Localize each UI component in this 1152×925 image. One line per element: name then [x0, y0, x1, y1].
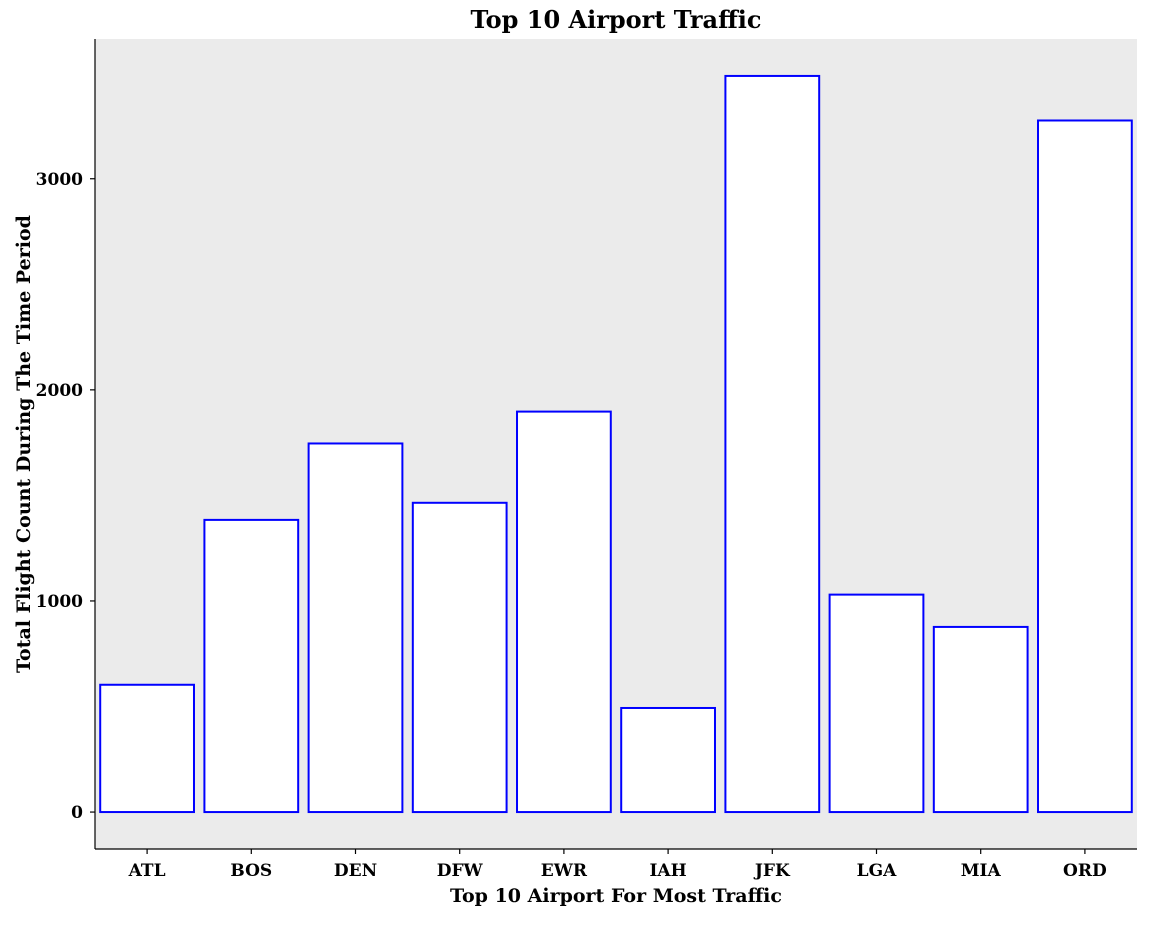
x-ticks-layer: ATL BOS DEN DFW EWR IAH JFK LGA MIA ORD — [128, 849, 1107, 881]
x-tick-label: IAH — [649, 861, 686, 881]
bars-layer — [99, 74, 1133, 814]
x-tick-label: JFK — [753, 861, 791, 881]
bar-ord — [1037, 119, 1133, 814]
chart-title: Top 10 Airport Traffic — [471, 5, 762, 34]
x-tick-label: LGA — [857, 861, 897, 881]
y-tick-label: 0 — [71, 803, 83, 823]
bar-iah — [620, 706, 716, 814]
x-tick-label: BOS — [230, 861, 272, 881]
bar-ewr — [516, 410, 612, 814]
x-tick-label: ORD — [1063, 861, 1107, 881]
bar-dfw — [411, 501, 508, 814]
y-tick-label: 3000 — [36, 170, 83, 190]
x-axis-title: Top 10 Airport For Most Traffic — [450, 885, 782, 907]
y-tick-label: 1000 — [36, 592, 83, 612]
x-tick-label: EWR — [541, 861, 588, 881]
x-tick-label: MIA — [961, 861, 1002, 881]
y-tick-label: 2000 — [36, 381, 83, 401]
y-axis-title: Total Flight Count During The Time Perio… — [13, 215, 35, 673]
bar-jfk — [724, 74, 821, 814]
bar-atl — [99, 683, 195, 814]
bar-den — [307, 442, 404, 814]
bar-bos — [203, 518, 300, 814]
bar-mia — [932, 625, 1029, 814]
x-tick-label: DFW — [437, 861, 484, 881]
y-ticks-layer: 0 1000 2000 3000 — [36, 170, 95, 823]
x-tick-label: ATL — [128, 861, 166, 881]
bar-lga — [828, 593, 925, 814]
x-tick-label: DEN — [334, 861, 377, 881]
